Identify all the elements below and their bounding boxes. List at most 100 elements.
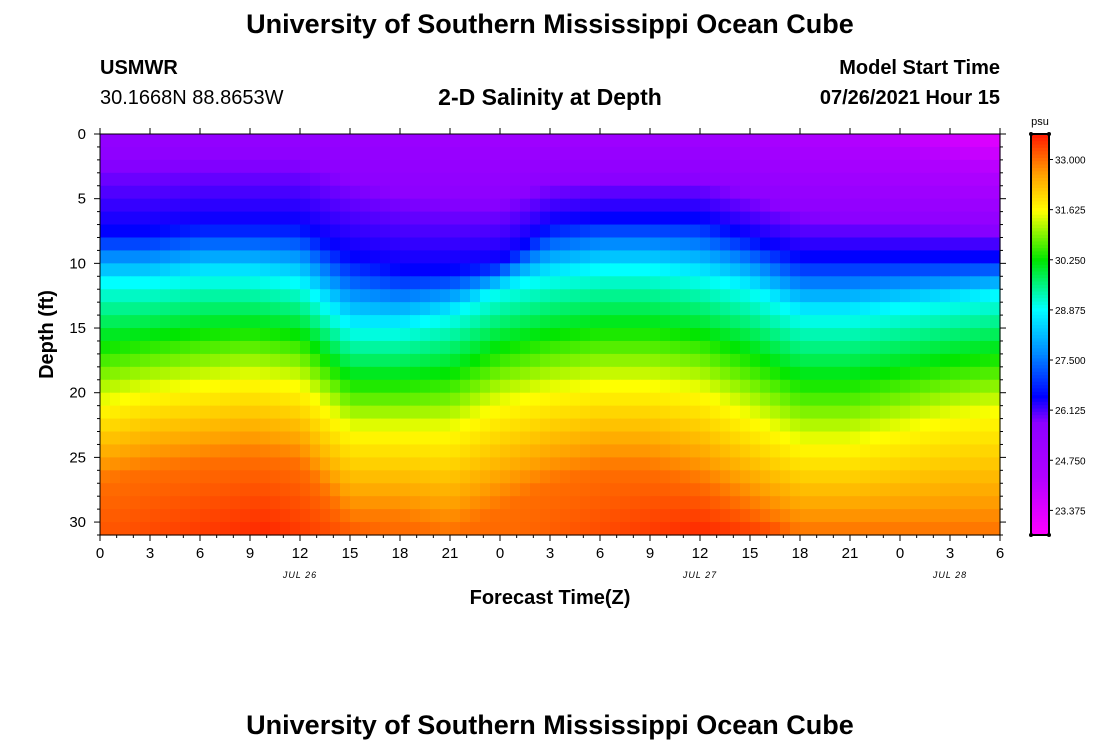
heatmap-cell (190, 483, 201, 497)
heatmap-cell (130, 302, 141, 316)
heatmap-cell (840, 263, 851, 277)
heatmap-cell (940, 444, 951, 458)
heatmap-cell (600, 172, 611, 187)
heatmap-cell (510, 418, 521, 433)
heatmap-cell (760, 379, 771, 394)
station-name: USMWR (100, 57, 178, 79)
heatmap-cell (500, 276, 511, 290)
heatmap-cell (250, 185, 261, 200)
heatmap-cell (360, 328, 371, 342)
heatmap-cell (860, 431, 871, 446)
heatmap-cell (670, 237, 681, 252)
heatmap-cell (430, 340, 441, 355)
heatmap-cell (380, 379, 391, 394)
heatmap-cell (630, 315, 641, 329)
heatmap-cell (670, 250, 681, 264)
heatmap-cell (370, 211, 381, 226)
heatmap-cell (350, 302, 361, 316)
heatmap-cell (730, 276, 741, 290)
heatmap-cell (550, 392, 561, 407)
heatmap-cell (890, 431, 901, 446)
heatmap-cell (270, 185, 281, 200)
heatmap-cell (450, 315, 461, 329)
heatmap-cell (920, 509, 931, 523)
heatmap-cell (590, 289, 601, 303)
heatmap-cell (430, 159, 441, 174)
heatmap-cell (190, 405, 201, 420)
heatmap-cell (490, 250, 501, 264)
heatmap-cell (840, 289, 851, 303)
heatmap-cell (310, 198, 321, 213)
heatmap-cell (850, 250, 861, 264)
heatmap-cell (750, 250, 761, 264)
colorbar-segment (1031, 224, 1049, 229)
heatmap-cell (870, 522, 881, 536)
heatmap-cell (910, 185, 921, 200)
heatmap-cell (580, 483, 591, 497)
heatmap-cell (800, 418, 811, 433)
heatmap-cell (530, 224, 541, 239)
heatmap-cell (660, 431, 671, 446)
heatmap-cell (200, 366, 211, 381)
heatmap-cell (800, 159, 811, 174)
heatmap-cell (180, 146, 191, 161)
heatmap-cell (400, 134, 411, 148)
heatmap-cell (670, 444, 681, 458)
heatmap-cell (150, 211, 161, 226)
heatmap-cell (250, 418, 261, 433)
heatmap-cell (370, 198, 381, 213)
heatmap-cell (820, 224, 831, 239)
heatmap-cell (620, 353, 631, 368)
heatmap-cell (680, 172, 691, 187)
heatmap-cell (520, 289, 531, 303)
heatmap-cell (740, 379, 751, 394)
heatmap-cell (420, 444, 431, 458)
heatmap-cell (360, 457, 371, 471)
heatmap-cell (450, 172, 461, 187)
heatmap-cell (270, 431, 281, 446)
heatmap-cell (650, 146, 661, 161)
heatmap-cell (860, 185, 871, 200)
heatmap-cell (890, 457, 901, 471)
heatmap-cell (160, 418, 171, 433)
heatmap-cell (160, 315, 171, 329)
heatmap-cell (400, 237, 411, 252)
heatmap-cell (330, 379, 341, 394)
heatmap-cell (260, 509, 271, 523)
heatmap-cell (930, 263, 941, 277)
heatmap-cell (900, 328, 911, 342)
heatmap-cell (370, 315, 381, 329)
heatmap-cell (470, 353, 481, 368)
heatmap-cell (590, 392, 601, 407)
heatmap-cell (860, 470, 871, 484)
heatmap-cell (450, 522, 461, 536)
heatmap-cell (210, 457, 221, 471)
heatmap-cell (620, 289, 631, 303)
heatmap-cell (330, 134, 341, 148)
heatmap-cell (360, 172, 371, 187)
heatmap-cell (590, 418, 601, 433)
colorbar-segment (1031, 451, 1049, 456)
heatmap-cell (180, 496, 191, 510)
heatmap-cell (120, 159, 131, 174)
heatmap-cell (970, 134, 981, 148)
heatmap-cell (450, 198, 461, 213)
heatmap-cell (940, 172, 951, 187)
heatmap-cell (750, 431, 761, 446)
heatmap-cell (770, 431, 781, 446)
heatmap-cell (510, 159, 521, 174)
heatmap-cell (320, 250, 331, 264)
heatmap-cell (100, 250, 111, 264)
heatmap-cell (930, 483, 941, 497)
heatmap-cell (430, 250, 441, 264)
heatmap-cell (450, 483, 461, 497)
colorbar-tick-label: 31.625 (1055, 206, 1086, 217)
heatmap-cell (740, 340, 751, 355)
heatmap-cell (870, 353, 881, 368)
heatmap-cell (260, 418, 271, 433)
heatmap-cell (720, 405, 731, 420)
heatmap-cell (840, 522, 851, 536)
heatmap-cell (140, 198, 151, 213)
heatmap-cell (960, 224, 971, 239)
heatmap-cell (300, 276, 311, 290)
